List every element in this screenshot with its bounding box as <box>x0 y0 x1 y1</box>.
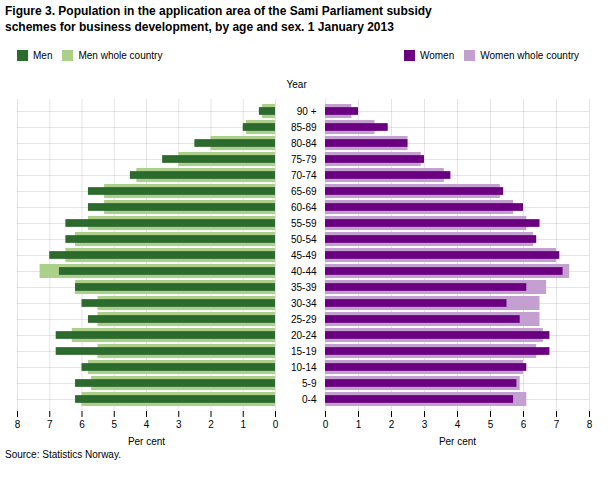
svg-text:50-54: 50-54 <box>291 234 317 245</box>
svg-text:5: 5 <box>488 419 494 430</box>
svg-text:0: 0 <box>323 419 329 430</box>
svg-text:55-59: 55-59 <box>291 218 317 229</box>
svg-text:Year: Year <box>287 79 308 90</box>
svg-text:85-89: 85-89 <box>291 122 317 133</box>
svg-text:4: 4 <box>455 419 461 430</box>
svg-text:30-34: 30-34 <box>291 298 317 309</box>
svg-text:2: 2 <box>208 419 214 430</box>
svg-text:5: 5 <box>111 419 117 430</box>
svg-text:0: 0 <box>273 419 279 430</box>
svg-text:15-19: 15-19 <box>291 346 317 357</box>
svg-text:6: 6 <box>79 419 85 430</box>
svg-text:7: 7 <box>554 419 560 430</box>
html-text:Women whole country: Women whole country <box>480 50 579 62</box>
html-text:Men whole country: Men whole country <box>78 50 163 62</box>
svg-text:0-4: 0-4 <box>302 394 317 405</box>
svg-text:8: 8 <box>587 419 593 430</box>
svg-text:7: 7 <box>47 419 53 430</box>
svg-text:40-44: 40-44 <box>291 266 317 277</box>
svg-text:1: 1 <box>240 419 246 430</box>
svg-text:35-39: 35-39 <box>291 282 317 293</box>
svg-text:10-14: 10-14 <box>291 362 317 373</box>
svg-text:20-24: 20-24 <box>291 330 317 341</box>
svg-text:70-74: 70-74 <box>291 170 317 181</box>
svg-text:4: 4 <box>144 419 150 430</box>
svg-text:8: 8 <box>15 419 21 430</box>
svg-text:65-69: 65-69 <box>291 186 317 197</box>
svg-text:60-64: 60-64 <box>291 202 317 213</box>
svg-text:1: 1 <box>356 419 362 430</box>
svg-text:3: 3 <box>176 419 182 430</box>
svg-text:6: 6 <box>521 419 527 430</box>
svg-text:5-9: 5-9 <box>302 378 317 389</box>
html-text:Women: Women <box>420 50 455 62</box>
html-text:Source: Statistics Norway.: Source: Statistics Norway. <box>5 449 121 461</box>
svg-text:Per cent: Per cent <box>128 436 165 447</box>
svg-text:80-84: 80-84 <box>291 138 317 149</box>
svg-text:2: 2 <box>389 419 395 430</box>
svg-text:Per cent: Per cent <box>439 436 476 447</box>
svg-text:90 +: 90 + <box>297 106 317 117</box>
svg-text:3: 3 <box>422 419 428 430</box>
svg-text:25-29: 25-29 <box>291 314 317 325</box>
svg-text:75-79: 75-79 <box>291 154 317 165</box>
html-text:Men: Men <box>33 50 53 62</box>
svg-text:45-49: 45-49 <box>291 250 317 261</box>
html-text:Figure 3. Population in the ap: Figure 3. Population in the application … <box>5 4 432 34</box>
